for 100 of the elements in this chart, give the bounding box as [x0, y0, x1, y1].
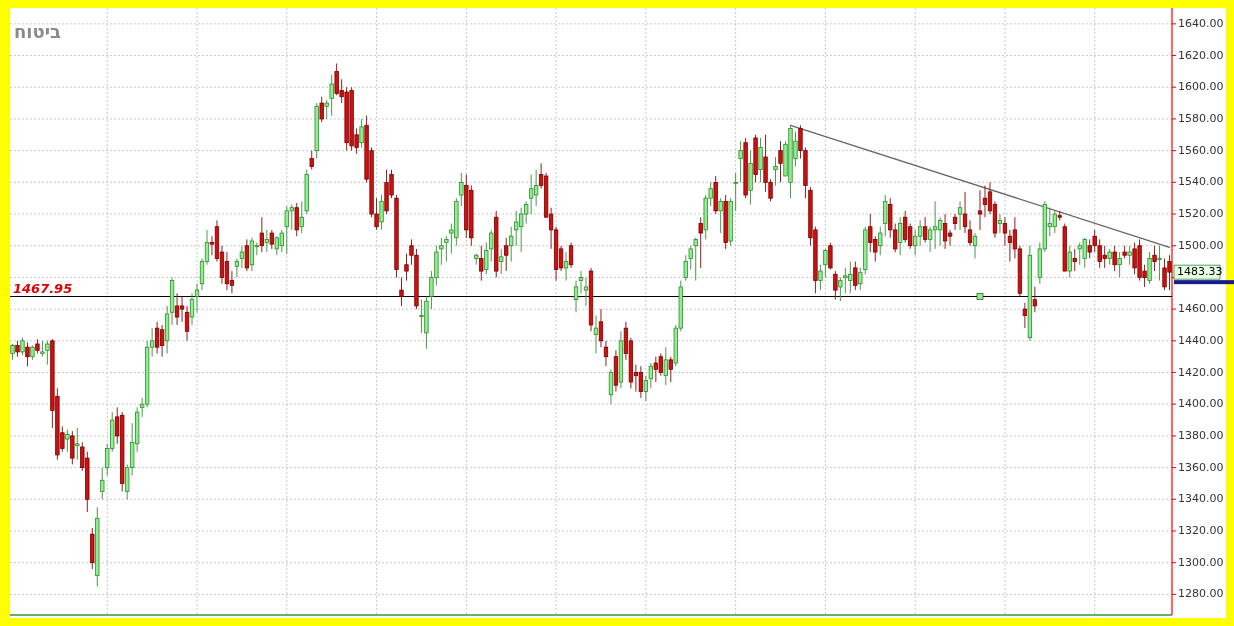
candlestick: [663, 346, 668, 386]
candlestick: [967, 219, 973, 247]
candlestick: [404, 253, 409, 282]
y-tick-label: 1300.00: [1178, 555, 1224, 569]
candlestick: [224, 251, 230, 291]
candlestick: [439, 237, 444, 266]
candlestick: [65, 429, 70, 453]
candlestick: [239, 245, 245, 269]
candlestick: [932, 200, 938, 250]
candlestick: [1127, 245, 1132, 266]
candlestick: [499, 248, 504, 275]
candlestick: [922, 216, 928, 244]
candlestick: [1067, 245, 1072, 278]
candlestick: [778, 140, 783, 183]
candlestick: [309, 150, 314, 171]
candlestick: [693, 237, 698, 282]
candlestick: [957, 200, 963, 231]
candlestick: [1007, 229, 1013, 263]
candlestick: [758, 137, 763, 183]
candlestick: [484, 242, 489, 275]
candlestick: [159, 324, 165, 358]
candlestick: [1072, 248, 1077, 272]
candlestick: [25, 341, 30, 367]
text: 1483.33: [1177, 265, 1223, 279]
candlestick: [773, 156, 778, 186]
candlestick: [688, 245, 693, 270]
candlestick: [294, 202, 299, 237]
y-tick-label: 1500.00: [1178, 238, 1224, 252]
candlestick: [608, 368, 614, 405]
y-tick-label: 1560.00: [1178, 143, 1224, 157]
candlestick: [234, 257, 240, 278]
candlestick: [1147, 251, 1152, 285]
candlestick: [504, 237, 509, 272]
candlestick: [509, 226, 514, 263]
candlestick: [563, 251, 569, 282]
candlestick: [1112, 245, 1117, 272]
y-tick-label: 1600.00: [1178, 80, 1224, 94]
candlestick: [174, 292, 180, 326]
candlestick: [833, 270, 838, 301]
candlestick: [982, 185, 988, 218]
candlestick: [249, 237, 255, 272]
candlestick: [838, 276, 843, 302]
candlestick: [399, 276, 404, 307]
candlestick: [972, 232, 978, 259]
y-tick-label: 1320.00: [1178, 524, 1224, 537]
candlestick: [179, 295, 185, 323]
candlestick: [264, 229, 269, 253]
candlestick: [75, 427, 80, 461]
ref-line-label: 1467.95: [13, 280, 73, 296]
candlestick: [319, 96, 324, 123]
candlestick: [1022, 302, 1028, 329]
candlestick: [698, 216, 703, 269]
candlestick: [962, 191, 968, 234]
candlestick: [568, 242, 574, 269]
y-tick-label: 1420.00: [1178, 365, 1224, 379]
candlestick: [593, 314, 599, 354]
y-tick-label: 1380.00: [1178, 428, 1224, 442]
candlestick: [583, 276, 589, 307]
candlestick: [578, 270, 584, 294]
candlestick: [184, 305, 190, 342]
candlestick: [823, 248, 828, 278]
candlestick: [718, 197, 723, 234]
candlestick: [898, 216, 903, 256]
candlestick: [1002, 216, 1008, 247]
candlestick: [479, 245, 484, 282]
candlestick: [573, 280, 579, 313]
candlestick: [244, 238, 250, 272]
y-tick-label: 1620.00: [1178, 48, 1224, 62]
candlestick: [977, 189, 983, 231]
candlestick: [603, 340, 609, 367]
candlestick: [459, 172, 464, 207]
text: ביטוח: [14, 21, 62, 42]
candlestick: [100, 467, 105, 500]
candlestick: [329, 74, 334, 117]
candlestick: [489, 229, 494, 263]
candlestick: [1117, 251, 1122, 278]
candlestick: [937, 216, 943, 247]
y-tick-label: 1340.00: [1178, 492, 1224, 506]
candlestick: [883, 194, 888, 237]
candlestick: [997, 213, 1003, 234]
y-tick-label: 1360.00: [1178, 460, 1224, 474]
y-tick-label: 1640.00: [1178, 16, 1224, 30]
y-tick-label: 1460.00: [1178, 302, 1224, 316]
candlestick: [379, 194, 384, 231]
candlestick: [189, 292, 195, 326]
candlestick: [324, 99, 329, 120]
candlestick: [733, 172, 738, 212]
candlestick: [942, 213, 948, 250]
candlestick: [683, 254, 688, 282]
candlestick: [878, 226, 883, 256]
candlestick: [45, 340, 50, 366]
candlestick: [1157, 245, 1162, 282]
candlestick: [858, 267, 863, 291]
y-tick-label: 1540.00: [1178, 175, 1224, 189]
candlestick: [738, 140, 743, 183]
y-tick-label: 1400.00: [1178, 397, 1224, 411]
candlestick: [1152, 245, 1157, 272]
candlestick: [259, 216, 264, 253]
y-tick-label: 1520.00: [1178, 207, 1224, 221]
candlestick: [359, 118, 364, 148]
